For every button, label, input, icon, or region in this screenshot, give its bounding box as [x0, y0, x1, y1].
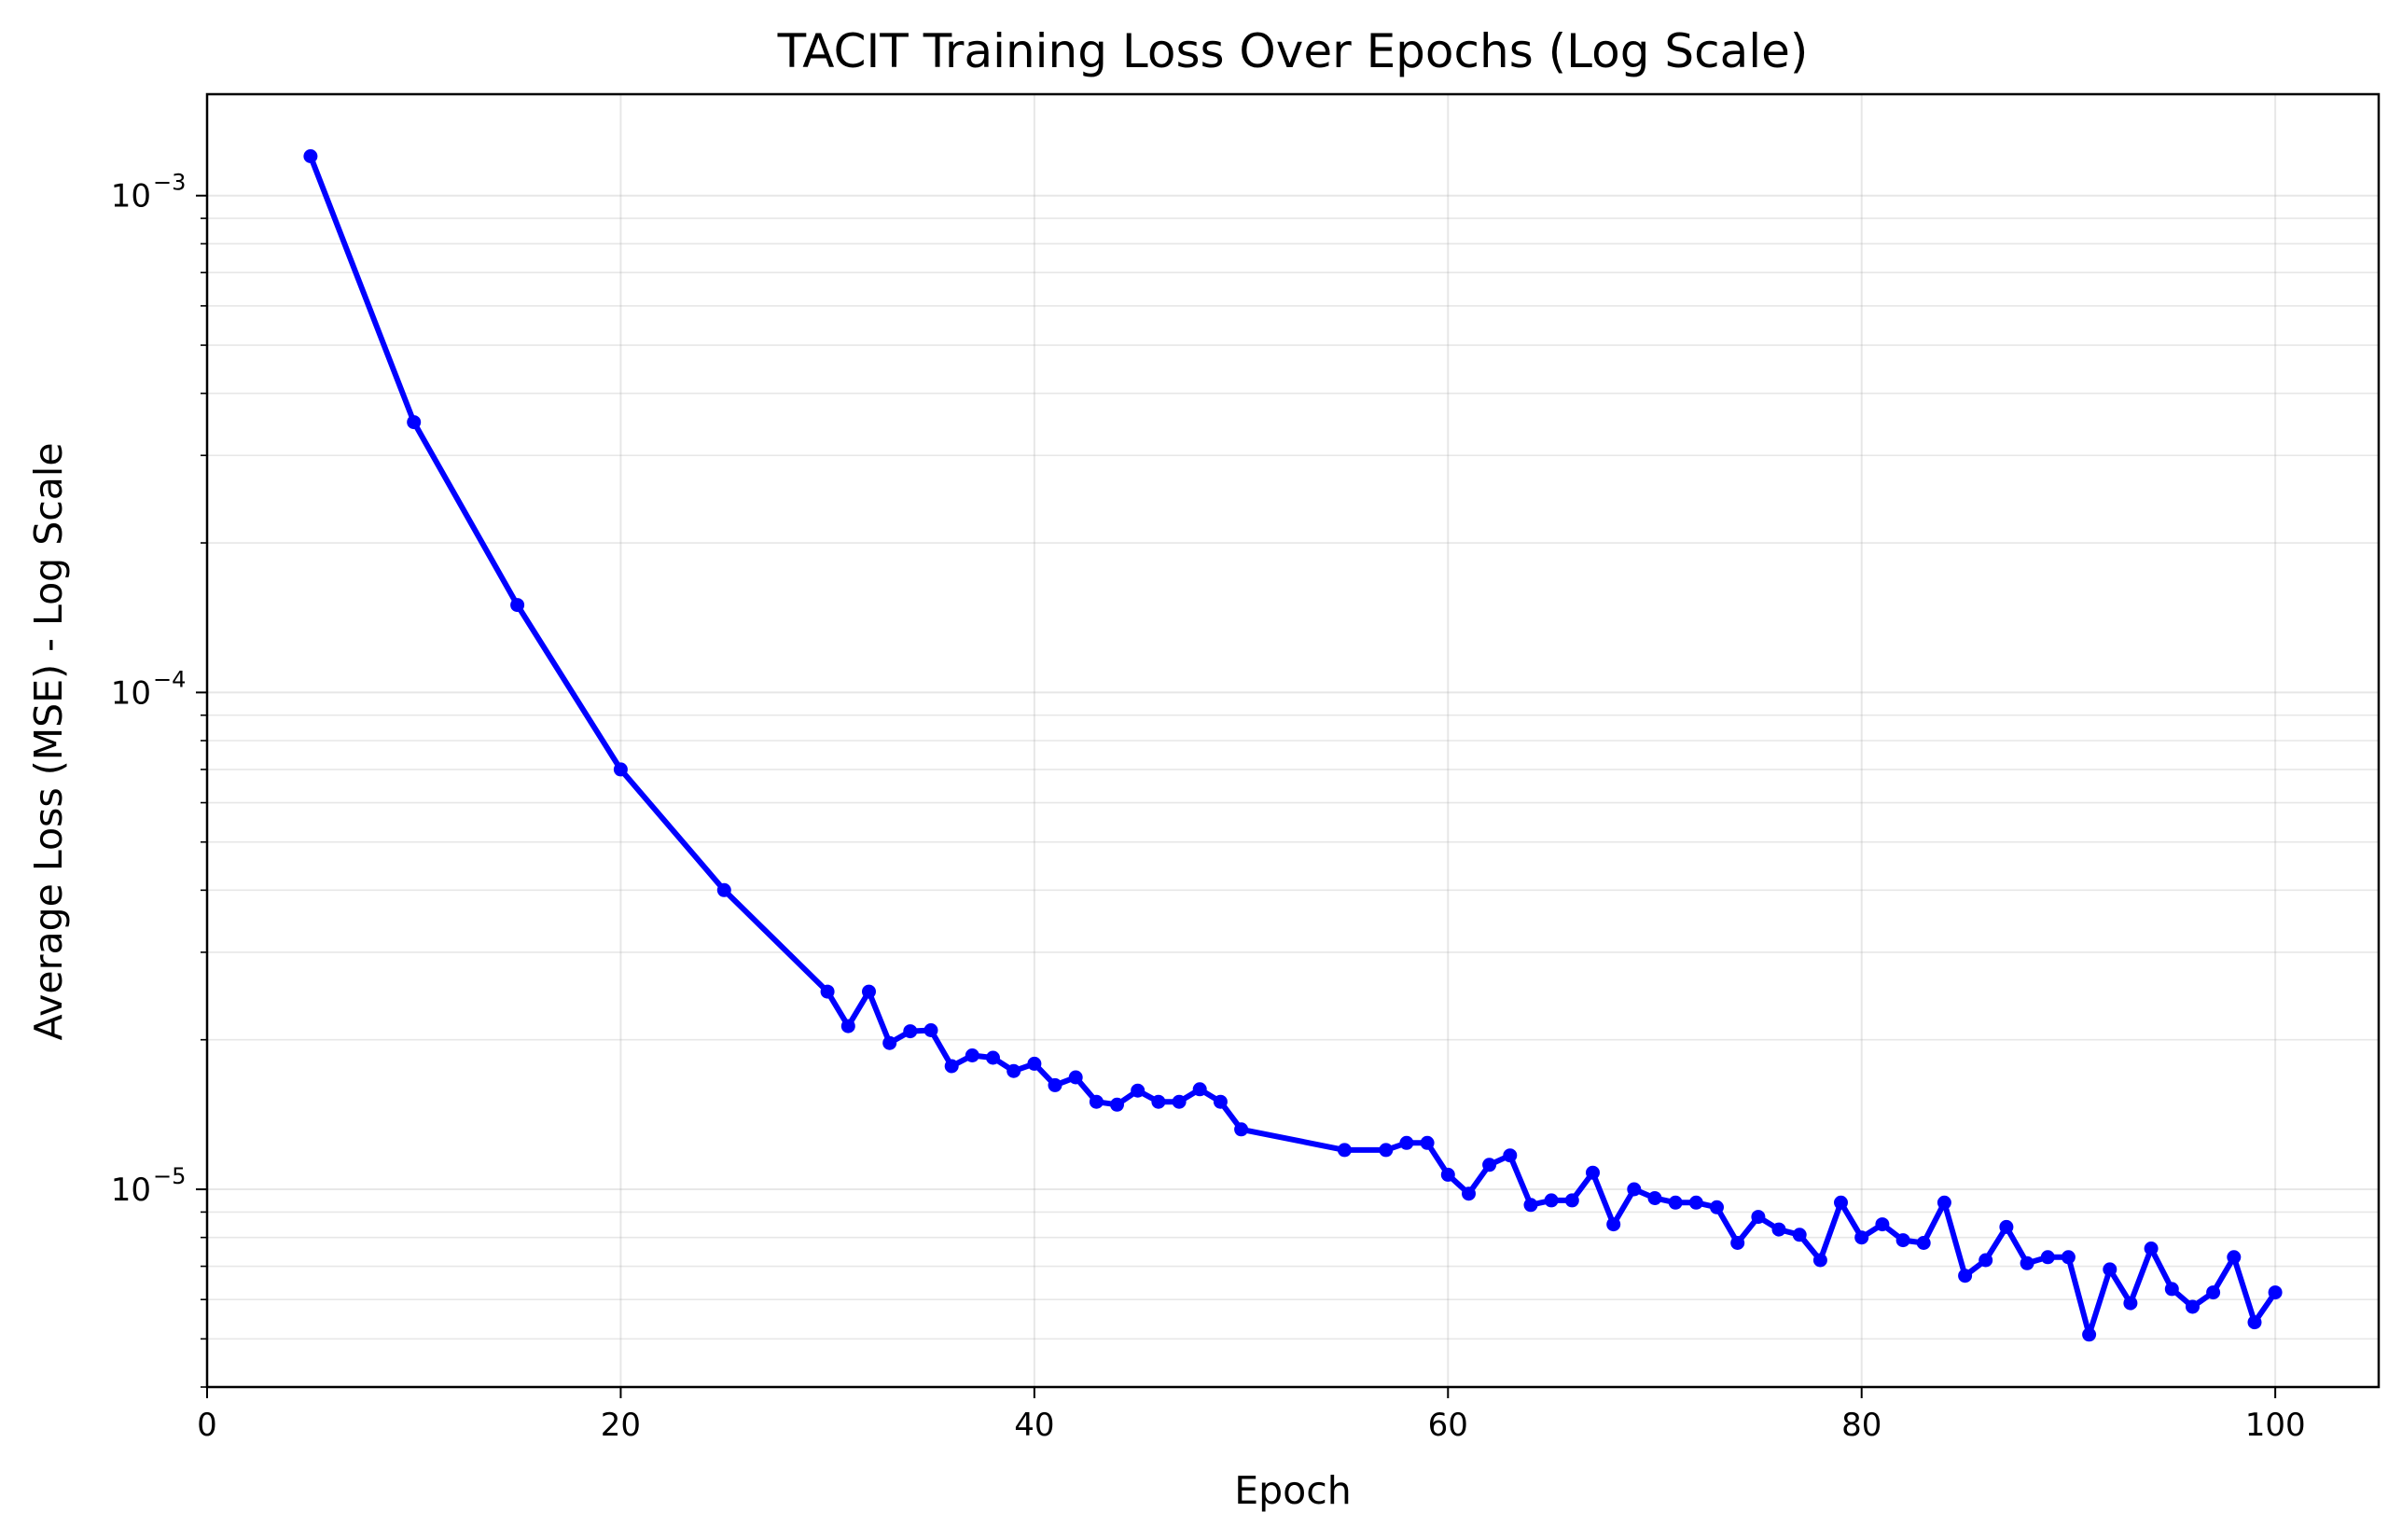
data-point: [820, 984, 835, 999]
data-point: [2247, 1315, 2262, 1330]
data-point: [2268, 1285, 2283, 1300]
data-point: [1399, 1135, 1414, 1150]
x-tick-label: 60: [1428, 1407, 1468, 1444]
data-point: [1172, 1094, 1187, 1109]
data-point: [1564, 1193, 1579, 1208]
data-point: [1937, 1195, 1951, 1210]
data-point: [2123, 1296, 2138, 1311]
data-point: [1007, 1063, 1021, 1078]
data-point: [2040, 1250, 2055, 1265]
data-point: [965, 1048, 979, 1062]
data-point: [862, 984, 876, 999]
y-tick-exponent: −4: [153, 666, 186, 692]
data-point: [1958, 1269, 1973, 1283]
chart-title: TACIT Training Loss Over Epochs (Log Sca…: [777, 24, 1809, 78]
data-point: [1812, 1253, 1827, 1268]
data-point: [1048, 1077, 1062, 1092]
data-point: [2061, 1250, 2076, 1265]
data-point: [986, 1050, 1000, 1065]
data-point: [1440, 1167, 1455, 1182]
data-point: [2206, 1285, 2221, 1300]
x-tick-label: 20: [601, 1407, 641, 1444]
y-tick-exponent: −5: [153, 1163, 186, 1189]
data-point: [1606, 1217, 1621, 1232]
data-point: [2020, 1256, 2034, 1270]
x-tick-label: 80: [1841, 1407, 1881, 1444]
y-axis-ticks: 10−510−410−3: [111, 170, 207, 1388]
data-point: [1131, 1083, 1145, 1098]
series-layer: [303, 149, 2283, 1342]
data-point: [1337, 1143, 1352, 1158]
data-point: [303, 149, 318, 163]
data-point: [1151, 1094, 1166, 1109]
data-point: [1586, 1165, 1600, 1180]
data-point: [2227, 1250, 2242, 1265]
data-point: [2164, 1282, 2179, 1297]
data-point: [1213, 1094, 1228, 1109]
data-point: [2186, 1299, 2200, 1314]
data-point: [1523, 1198, 1538, 1213]
data-point: [1688, 1195, 1703, 1210]
data-point: [903, 1024, 918, 1039]
data-point: [1192, 1082, 1207, 1097]
data-point: [407, 415, 422, 430]
data-point: [1068, 1070, 1083, 1085]
data-point: [1895, 1233, 1910, 1248]
data-point: [840, 1019, 855, 1034]
data-point: [923, 1023, 938, 1037]
data-point: [1875, 1217, 1890, 1232]
data-point: [1027, 1056, 1042, 1071]
data-point: [1482, 1158, 1497, 1172]
data-point: [1751, 1210, 1766, 1225]
data-point: [1379, 1143, 1394, 1158]
data-point: [613, 762, 628, 777]
data-point: [1627, 1182, 1642, 1197]
data-point: [1503, 1148, 1518, 1163]
data-point: [1771, 1222, 1786, 1237]
data-point: [1854, 1230, 1869, 1245]
data-point: [1979, 1253, 1993, 1268]
data-point: [1999, 1219, 2014, 1234]
y-axis-label: Average Loss (MSE) - Log Scale: [26, 442, 71, 1040]
x-axis-ticks: 0 20 40 60 80 100: [197, 1387, 2306, 1444]
x-tick-label: 100: [2245, 1407, 2306, 1444]
data-point: [882, 1035, 897, 1050]
data-point: [1710, 1200, 1724, 1214]
data-point: [1544, 1193, 1559, 1208]
data-point: [1792, 1228, 1807, 1242]
y-tick-label: 10: [111, 674, 151, 712]
data-point: [1730, 1236, 1745, 1250]
data-point: [510, 598, 525, 613]
grid-lines: [206, 94, 2379, 1388]
data-point: [2103, 1262, 2117, 1277]
data-point: [2144, 1242, 2159, 1256]
data-point: [1089, 1094, 1104, 1109]
data-point: [716, 882, 731, 897]
data-point: [1462, 1186, 1476, 1201]
x-tick-label: 0: [197, 1407, 217, 1444]
data-point: [1668, 1195, 1683, 1210]
x-tick-label: 40: [1014, 1407, 1054, 1444]
y-tick-label: 10: [111, 1172, 151, 1209]
data-point: [1110, 1097, 1124, 1112]
y-tick-label: 10: [111, 178, 151, 215]
data-point: [1234, 1122, 1249, 1137]
data-point: [1420, 1135, 1435, 1150]
data-point: [1834, 1195, 1848, 1210]
data-point: [1916, 1236, 1931, 1250]
data-point: [2082, 1327, 2097, 1342]
y-tick-exponent: −3: [153, 170, 186, 196]
x-axis-label: Epoch: [1234, 1468, 1352, 1513]
data-point: [1647, 1191, 1662, 1205]
data-point: [944, 1059, 959, 1074]
